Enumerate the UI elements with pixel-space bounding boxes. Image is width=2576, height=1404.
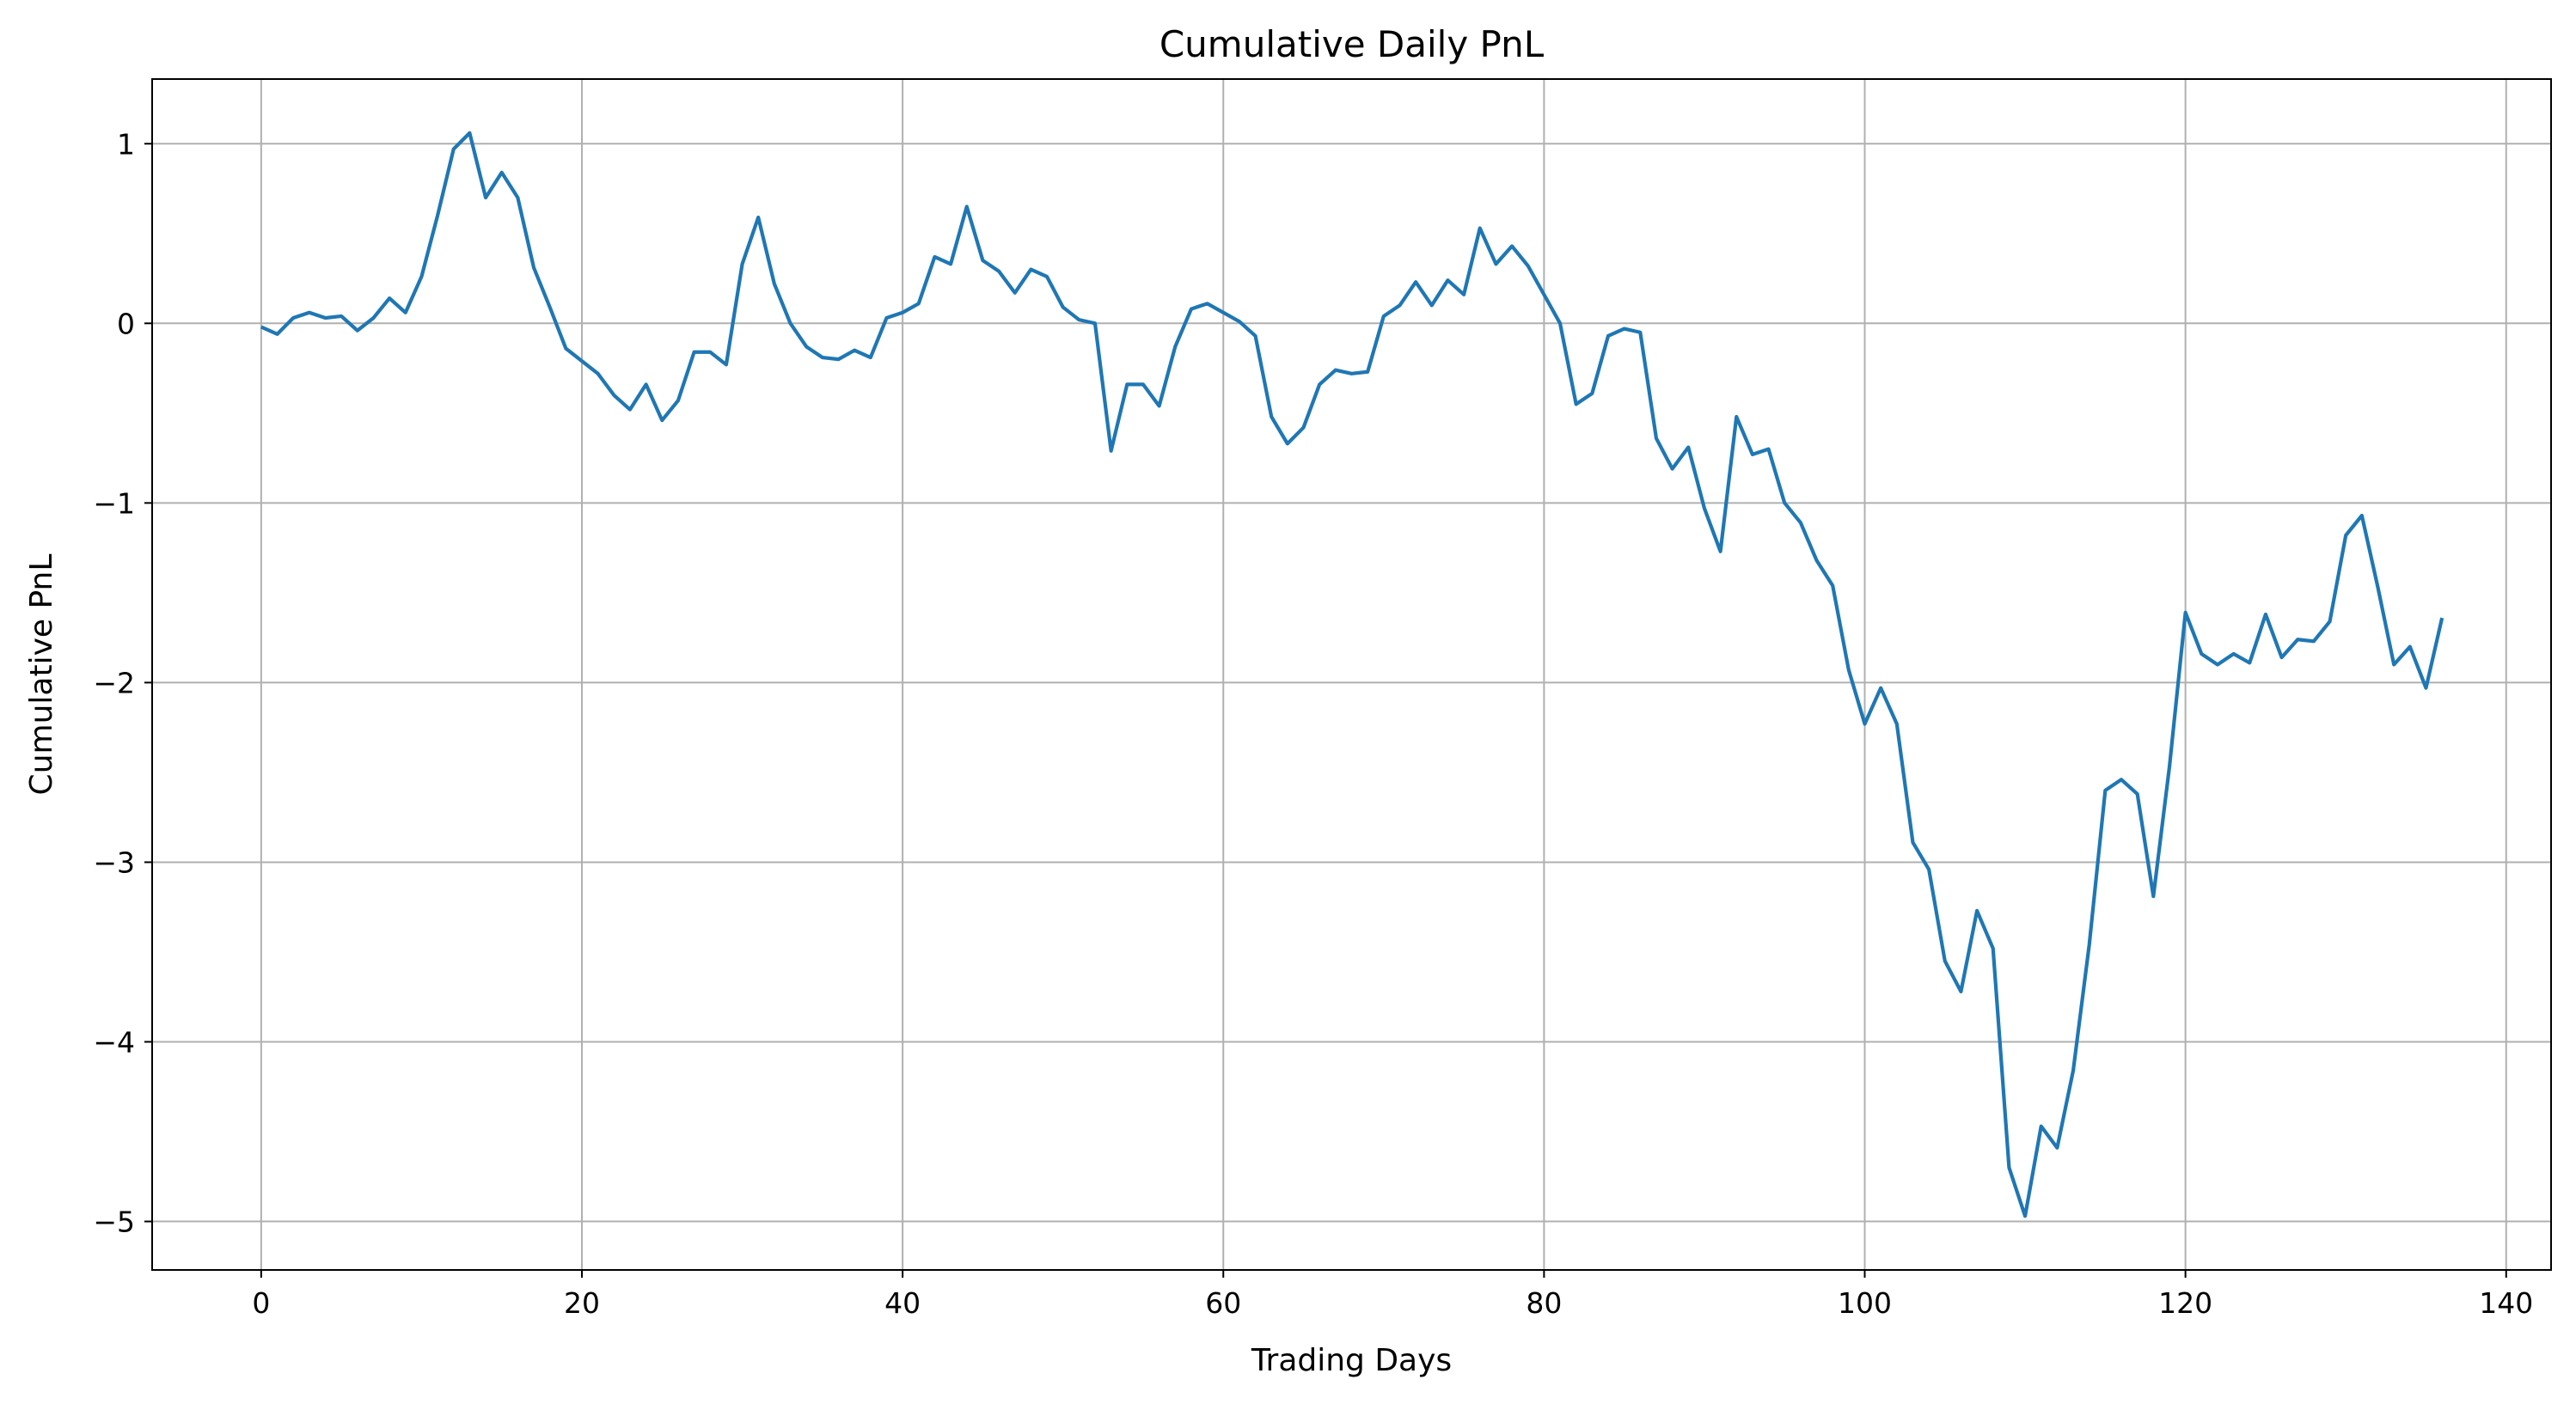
pnl-series-line bbox=[260, 131, 2444, 1218]
x-tick-label: 80 bbox=[1526, 1286, 1562, 1320]
y-tick-label: −4 bbox=[93, 1026, 135, 1059]
y-tick-label: −5 bbox=[93, 1206, 135, 1239]
x-tick-label: 120 bbox=[2158, 1286, 2212, 1320]
x-tick-label: 100 bbox=[1838, 1286, 1892, 1320]
y-tick-label: −1 bbox=[93, 486, 135, 520]
y-axis-ticks: 1 0 −1 −2 −3 −4 −5 bbox=[93, 127, 152, 1239]
x-tick-label: 140 bbox=[2479, 1286, 2533, 1320]
x-tick-label: 60 bbox=[1205, 1286, 1241, 1320]
y-tick-label: −2 bbox=[93, 666, 135, 699]
x-axis-label: Trading Days bbox=[1251, 1343, 1452, 1378]
x-tick-label: 20 bbox=[564, 1286, 600, 1320]
y-tick-label: 0 bbox=[117, 307, 135, 340]
x-tick-label: 40 bbox=[884, 1286, 921, 1320]
x-axis-ticks: 0 20 40 60 80 100 120 140 bbox=[252, 1270, 2533, 1320]
series-group bbox=[260, 131, 2444, 1218]
y-tick-label: −3 bbox=[93, 845, 135, 879]
y-tick-label: 1 bbox=[117, 127, 135, 161]
grid-lines bbox=[152, 79, 2551, 1270]
y-axis-label: Cumulative PnL bbox=[24, 554, 59, 796]
x-tick-label: 0 bbox=[252, 1286, 270, 1320]
plot-area-frame bbox=[151, 78, 2552, 1271]
chart-title: Cumulative Daily PnL bbox=[1160, 23, 1545, 65]
